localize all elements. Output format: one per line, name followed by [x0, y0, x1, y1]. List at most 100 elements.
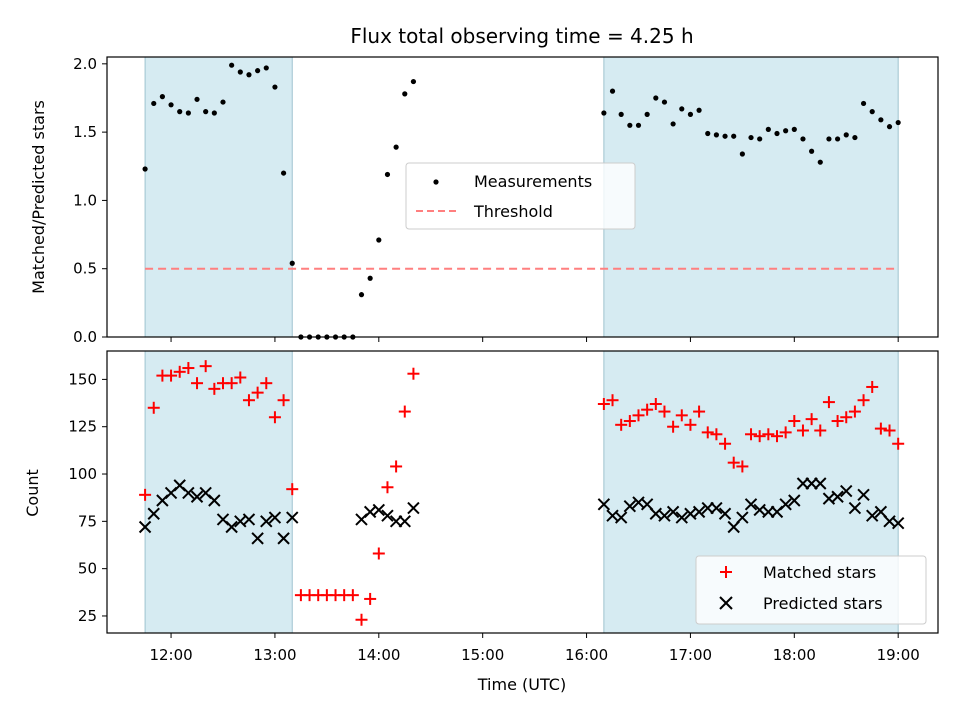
measurement-point — [263, 65, 269, 71]
count-panel: 25 50 75 100 125 150 12:00 13:00 14:00 15:00 16:0… — [23, 350, 939, 694]
x-tick-label: 17:00 — [669, 646, 712, 664]
measurement-point — [791, 126, 797, 132]
matched-star-point — [251, 386, 264, 399]
legend-matched-label: Matched stars — [763, 563, 876, 582]
predicted-star-point — [814, 477, 827, 490]
measurement-point — [834, 136, 841, 142]
measurement-point — [869, 109, 875, 115]
measurement-point — [203, 109, 209, 115]
measurement-point — [757, 136, 763, 142]
matched-star-point — [346, 589, 359, 602]
ratio-y-tick-label: 1.5 — [73, 123, 97, 141]
measurement-point — [618, 111, 624, 117]
predicted-star-point — [208, 494, 221, 507]
measurement-point — [142, 166, 148, 172]
legend-measurements-marker — [433, 179, 439, 185]
matched-star-point — [139, 488, 152, 501]
matched-star-point — [822, 396, 835, 409]
measurement-point — [229, 62, 235, 68]
predicted-star-point — [692, 505, 706, 519]
predicted-star-point — [788, 494, 801, 507]
shaded-interval-1 — [144, 350, 293, 634]
predicted-star-point — [779, 498, 792, 511]
count-points — [138, 360, 905, 626]
matched-star-point — [182, 362, 195, 375]
predicted-star-point — [744, 498, 758, 511]
measurement-point — [696, 107, 702, 113]
matched-star-point — [623, 415, 636, 428]
ratio-y-tick-label: 1.0 — [73, 191, 97, 209]
measurement-point — [627, 122, 633, 128]
predicted-star-point — [277, 532, 290, 545]
predicted-star-point — [666, 505, 680, 519]
measurement-point — [255, 68, 261, 74]
measurement-point — [151, 100, 157, 107]
legend-matched-marker — [720, 566, 732, 578]
measurement-point — [367, 275, 373, 281]
measurement-point — [220, 99, 226, 105]
matched-star-point — [788, 415, 801, 428]
predicted-star-point — [260, 515, 273, 528]
matched-star-point — [199, 360, 212, 373]
measurement-point — [774, 130, 780, 137]
measurement-point — [852, 134, 858, 141]
matched-star-point — [242, 394, 255, 407]
measurement-point — [886, 124, 893, 130]
matched-star-point — [225, 377, 238, 390]
matched-star-point — [641, 403, 654, 416]
count-y-axis-label: Count — [23, 469, 42, 517]
predicted-star-point — [623, 499, 637, 513]
matched-star-point — [805, 413, 818, 426]
ratio-y-axis-label: Matched/Predicted stars — [29, 100, 48, 294]
top-shaded-intervals — [144, 56, 899, 338]
measurement-point — [809, 148, 815, 154]
matched-star-point — [649, 397, 662, 410]
ratio-panel: 0.00.51.01.52.0 Matched/Predicted stars … — [29, 55, 939, 346]
ratio-legend: Measurements Threshold — [405, 162, 636, 230]
measurement-point — [661, 99, 668, 105]
matched-star-point — [866, 380, 879, 393]
x-tick-label: 16:00 — [565, 646, 608, 664]
predicted-star-point — [891, 517, 905, 530]
count-axes-frame — [106, 350, 939, 634]
ratio-y-tick-label: 0.0 — [73, 328, 97, 346]
ratio-x-ticks — [170, 337, 899, 342]
matched-star-point — [234, 371, 247, 384]
predicted-star-point — [407, 501, 420, 515]
count-y-axis: 25 50 75 100 125 150 — [68, 370, 107, 625]
matched-star-point — [597, 397, 610, 410]
count-y-tick-label: 75 — [78, 512, 97, 530]
measurement-point — [185, 110, 191, 116]
matched-star-point — [165, 369, 178, 382]
shaded-interval-1 — [144, 56, 293, 338]
predicted-star-point — [848, 501, 862, 515]
predicted-star-point — [182, 486, 195, 500]
matched-star-point — [615, 418, 628, 431]
measurement-point — [653, 95, 659, 101]
matched-star-point — [736, 460, 749, 473]
measurement-point — [739, 151, 745, 157]
legend-predicted-marker — [719, 596, 733, 610]
predicted-star-point — [710, 501, 723, 515]
measurement-point — [159, 94, 165, 100]
matched-star-point — [372, 547, 385, 560]
count-x-axis: 12:00 13:00 14:00 15:00 16:00 17:00 18:00 19:00 — [149, 633, 920, 664]
measurement-point — [860, 100, 867, 107]
matched-star-point — [753, 430, 766, 443]
count-y-tick-label: 25 — [78, 607, 97, 625]
legend-threshold-label: Threshold — [473, 202, 553, 221]
matched-star-point — [208, 382, 221, 395]
legend-predicted-label: Predicted stars — [763, 594, 883, 613]
matched-star-point — [831, 415, 844, 428]
measurement-point — [722, 133, 728, 139]
x-tick-label: 12:00 — [149, 646, 192, 664]
matched-star-point — [390, 460, 403, 473]
matched-star-point — [745, 428, 758, 441]
measurement-point — [705, 130, 711, 137]
measurement-point — [211, 110, 217, 116]
matched-star-point — [762, 428, 775, 441]
predicted-star-point — [268, 511, 282, 524]
x-tick-label: 14:00 — [357, 646, 400, 664]
matched-star-point — [796, 424, 809, 437]
x-tick-label: 13:00 — [253, 646, 296, 664]
